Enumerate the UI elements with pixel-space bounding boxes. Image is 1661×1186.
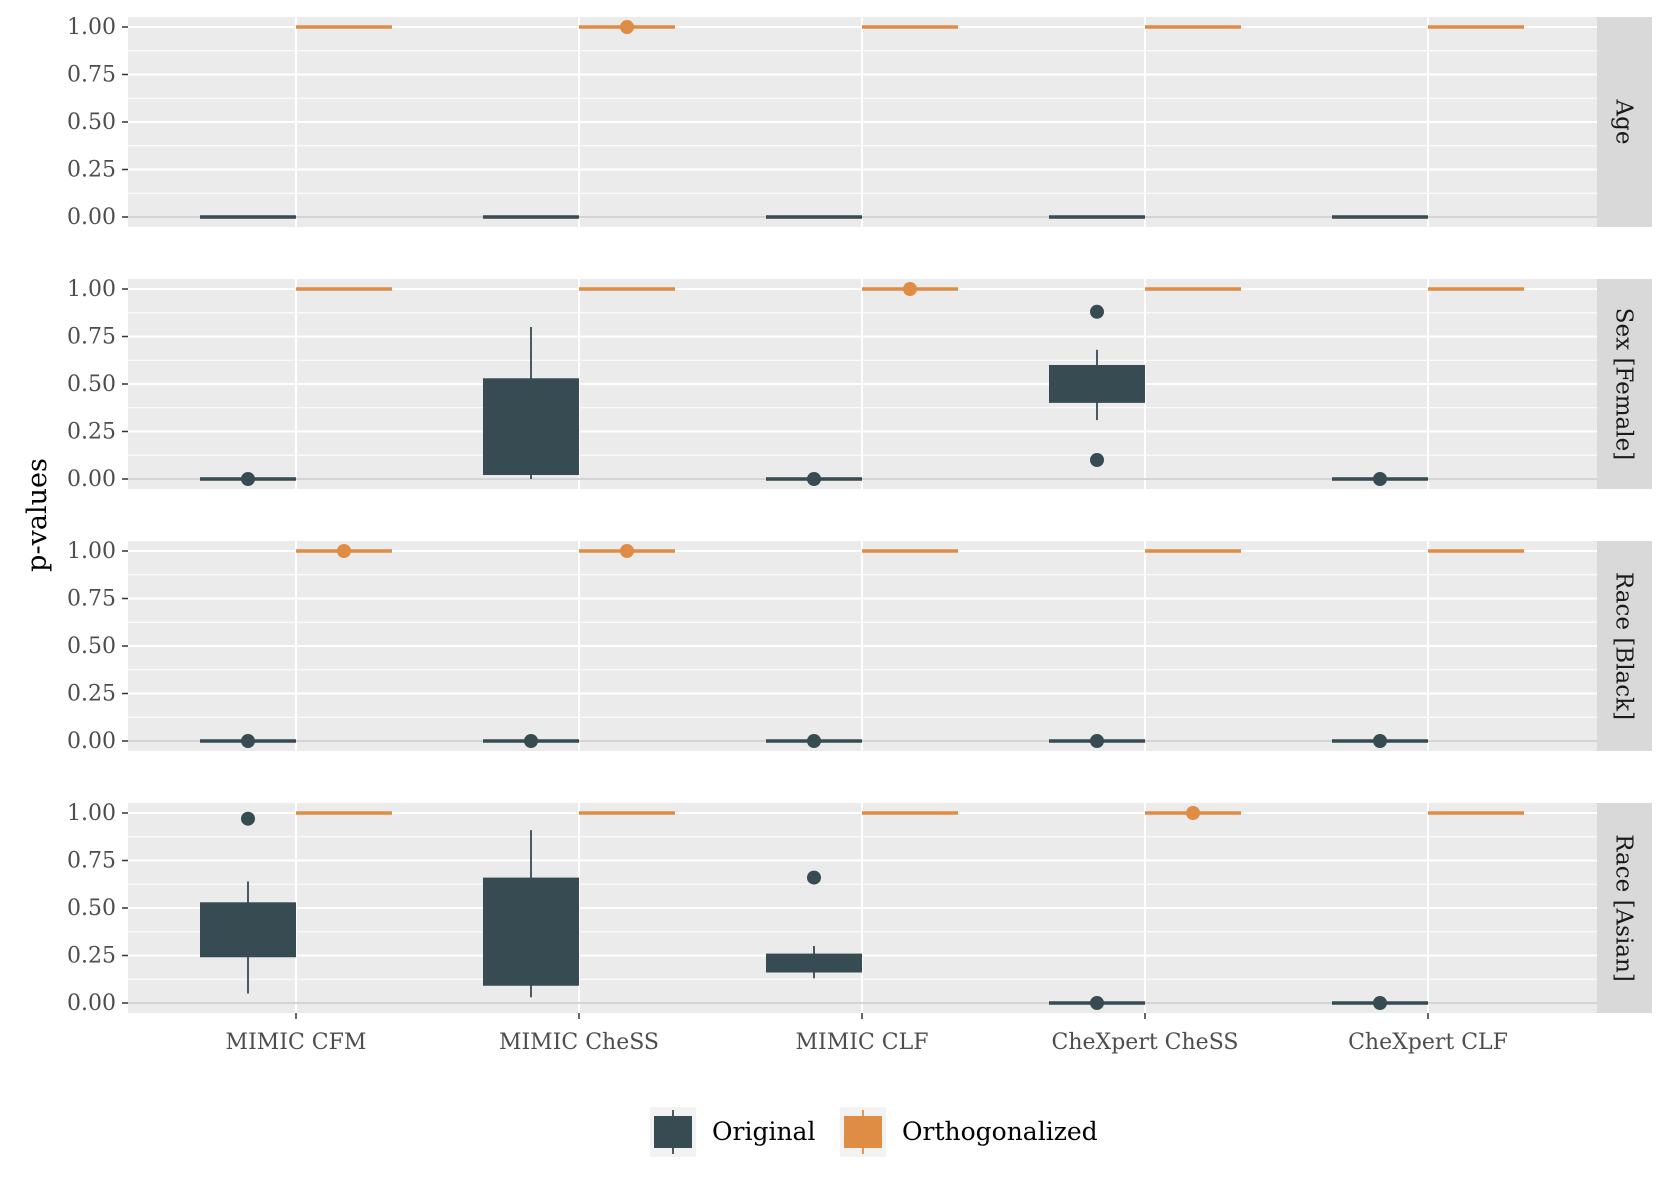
x-tick-label: CheXpert CheSS — [1052, 1030, 1239, 1055]
legend: Original Orthogonalized — [650, 1107, 1098, 1157]
outlier-point — [241, 472, 255, 486]
outlier-point — [807, 472, 821, 486]
facet-strip — [1597, 17, 1652, 227]
outlier-point — [1090, 453, 1104, 467]
y-tick-label: 0.50 — [67, 372, 116, 397]
box-original — [483, 327, 579, 479]
y-tick-label: 0.00 — [67, 467, 116, 492]
x-tick-label: CheXpert CLF — [1348, 1030, 1508, 1055]
facet-strip — [1597, 279, 1652, 489]
outlier-point — [524, 734, 538, 748]
y-tick-label: 0.75 — [67, 325, 116, 350]
outlier-point — [807, 870, 821, 885]
facet-strip-label: Sex [Female] — [1611, 308, 1637, 460]
box-original — [200, 734, 296, 748]
box-original — [1332, 996, 1428, 1010]
y-tick-label: 0.25 — [67, 158, 116, 183]
outlier-point — [1373, 996, 1387, 1010]
facet-panels: 0.00 0.25 0.50 0.75 1.00 Age 0.00 0.25 0.50 0.75 1… — [67, 15, 1652, 1016]
facet-strip — [1597, 541, 1652, 751]
box-original — [766, 472, 862, 486]
facet-panel: 0.00 0.25 0.50 0.75 1.00 Age — [67, 15, 1652, 230]
outlier-point — [241, 734, 255, 748]
outlier-point — [620, 544, 634, 558]
box-body — [483, 877, 579, 984]
box-body — [766, 953, 862, 971]
box-original — [483, 734, 579, 748]
y-tick-label: 1.00 — [67, 277, 116, 302]
y-tick-label: 0.00 — [67, 205, 116, 230]
box-original — [766, 870, 862, 979]
y-axis-title: p-values — [22, 458, 53, 572]
facet-panel: 0.00 0.25 0.50 0.75 1.00 Sex [Female] — [67, 277, 1652, 492]
outlier-point — [620, 20, 634, 34]
box-orthogonalized — [862, 282, 958, 296]
legend-label: Orthogonalized — [902, 1117, 1098, 1146]
facet-strip-label: Age — [1611, 99, 1637, 145]
outlier-point — [1373, 734, 1387, 748]
legend-entry: Original — [650, 1107, 815, 1157]
y-tick-label: 0.75 — [67, 63, 116, 88]
facet-strip-label: Race [Black] — [1611, 572, 1637, 720]
legend-entry: Orthogonalized — [840, 1107, 1098, 1157]
box-original — [200, 472, 296, 486]
y-tick-label: 0.50 — [67, 110, 116, 135]
box-orthogonalized — [1145, 806, 1241, 820]
box-original — [1049, 304, 1145, 467]
y-tick-label: 0.00 — [67, 729, 116, 754]
box-body — [200, 902, 296, 956]
x-tick-label: MIMIC CLF — [796, 1030, 929, 1055]
y-tick-label: 0.00 — [67, 991, 116, 1016]
outlier-point — [1090, 304, 1104, 319]
outlier-point — [903, 282, 917, 296]
x-tick-label: MIMIC CheSS — [499, 1030, 659, 1055]
box-original — [483, 830, 579, 998]
outlier-point — [1090, 734, 1104, 748]
box-original — [1332, 734, 1428, 748]
y-tick-label: 0.25 — [67, 944, 116, 969]
x-tick-label: MIMIC CFM — [226, 1030, 367, 1055]
facet-strip — [1597, 803, 1652, 1013]
outlier-point — [807, 734, 821, 748]
facet-strip-label: Race [Asian] — [1611, 834, 1637, 982]
box-original — [1332, 472, 1428, 486]
y-tick-label: 1.00 — [67, 539, 116, 564]
outlier-point — [1090, 996, 1104, 1010]
box-body — [483, 378, 579, 474]
outlier-point — [337, 544, 351, 558]
facet-panel: 0.00 0.25 0.50 0.75 1.00 Race [Black] — [67, 539, 1652, 754]
y-tick-label: 1.00 — [67, 801, 116, 826]
box-original — [200, 811, 296, 994]
box-body — [1049, 365, 1145, 402]
box-orthogonalized — [579, 20, 675, 34]
box-original — [1049, 734, 1145, 748]
facet-panel: 0.00 0.25 0.50 0.75 1.00 Race [Asian] — [67, 801, 1652, 1016]
y-tick-label: 0.50 — [67, 634, 116, 659]
y-tick-label: 0.25 — [67, 682, 116, 707]
box-orthogonalized — [296, 544, 392, 558]
y-tick-label: 1.00 — [67, 15, 116, 40]
outlier-point — [241, 811, 255, 826]
y-tick-label: 0.75 — [67, 849, 116, 874]
box-original — [766, 734, 862, 748]
y-tick-label: 0.75 — [67, 587, 116, 612]
x-axis: MIMIC CFM MIMIC CheSS MIMIC CLF CheXpert Ch… — [226, 1013, 1508, 1055]
y-tick-label: 0.50 — [67, 896, 116, 921]
box-orthogonalized — [579, 544, 675, 558]
outlier-point — [1373, 472, 1387, 486]
legend-label: Original — [712, 1117, 815, 1146]
box-original — [1049, 996, 1145, 1010]
outlier-point — [1186, 806, 1200, 820]
y-tick-label: 0.25 — [67, 420, 116, 445]
